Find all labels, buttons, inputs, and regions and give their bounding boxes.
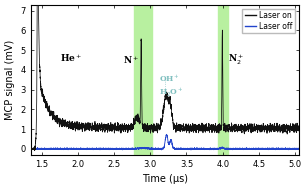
Bar xyxy=(218,5,228,155)
Laser on xyxy=(29,147,33,149)
Line: Laser off: Laser off xyxy=(31,134,299,150)
Text: He$^+$: He$^+$ xyxy=(60,52,82,64)
Text: N$^+$: N$^+$ xyxy=(123,54,139,66)
Laser off xyxy=(130,148,134,150)
Laser off xyxy=(210,148,214,150)
Legend: Laser on, Laser off: Laser on, Laser off xyxy=(243,9,295,33)
Line: Laser on: Laser on xyxy=(31,0,299,151)
Laser off xyxy=(189,149,193,151)
Laser off xyxy=(99,148,103,150)
Laser on xyxy=(130,129,134,131)
X-axis label: Time (μs): Time (μs) xyxy=(142,174,188,184)
Laser on xyxy=(33,149,36,152)
Laser on xyxy=(99,129,103,131)
Laser on xyxy=(43,99,47,101)
Bar xyxy=(134,5,152,155)
Laser off xyxy=(43,148,47,150)
Laser off xyxy=(135,147,139,150)
Laser off xyxy=(297,147,301,149)
Text: H$_2$O$^+$: H$_2$O$^+$ xyxy=(159,86,184,99)
Y-axis label: MCP signal (mV): MCP signal (mV) xyxy=(5,40,15,120)
Text: N$_2^+$: N$_2^+$ xyxy=(228,53,245,67)
Laser on xyxy=(135,121,139,123)
Laser off xyxy=(29,147,33,150)
Laser on xyxy=(297,130,301,132)
Text: OH$^+$: OH$^+$ xyxy=(159,72,180,84)
Laser on xyxy=(210,130,214,132)
Laser on xyxy=(159,120,162,122)
Laser off xyxy=(165,133,168,136)
Laser off xyxy=(159,148,162,150)
